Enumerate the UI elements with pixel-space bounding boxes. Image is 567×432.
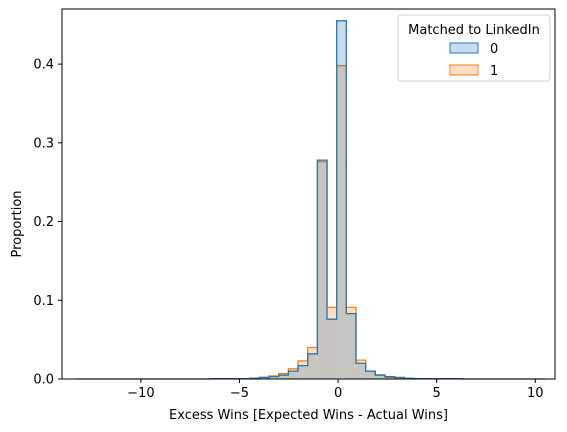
histogram-bar-s1-4 (278, 373, 289, 379)
histogram-bar-s1-2 (259, 377, 270, 379)
histogram-bar-s0-13 (356, 363, 366, 379)
histogram-bar-s1-15 (385, 377, 395, 379)
y-tick-label-4: 0.4 (33, 58, 54, 73)
legend-entry-0: 0 (490, 42, 498, 57)
histogram-bar-s0-11 (336, 20, 347, 380)
x-tick-label-4: 10 (527, 386, 544, 401)
histogram-bar-s1-5 (288, 368, 299, 379)
y-tick-label-2: 0.2 (33, 215, 54, 230)
histogram-bar-s0-14 (365, 371, 376, 379)
y-tick-label-3: 0.3 (33, 136, 54, 151)
plot-area (75, 20, 546, 380)
y-axis-label: Proportion (10, 190, 25, 257)
histogram-bar-s1-8 (317, 161, 328, 379)
histogram-bar-s1-12 (356, 360, 366, 379)
histogram-bar-s0-17 (394, 377, 405, 379)
histogram-bar-s0-16 (385, 376, 395, 379)
histogram-bar-s1-9 (327, 307, 337, 379)
histogram-bar-s1-7 (307, 347, 318, 379)
y-tick-label-0: 0.0 (33, 373, 54, 388)
histogram-bar-s1-13 (365, 371, 376, 379)
legend-entry-1: 1 (490, 64, 498, 79)
histogram-bar-s1-3 (269, 375, 279, 379)
histogram-bar-s0-9 (317, 160, 328, 379)
histogram-bar-s0-12 (346, 313, 357, 379)
histogram-bar-s0-5 (278, 375, 289, 379)
legend: Matched to LinkedIn 0 1 (397, 14, 551, 82)
x-tick-label-2: 0 (334, 386, 342, 401)
x-tick-label-3: 5 (433, 386, 441, 401)
histogram-bar-s0-10 (327, 319, 337, 379)
x-tick-label-1: −5 (230, 386, 249, 401)
histogram-bar-s0-3 (259, 377, 270, 379)
histogram-bar-s0-15 (375, 375, 386, 379)
histogram-bar-s1-11 (346, 307, 357, 379)
histogram-bar-s1-6 (298, 360, 308, 379)
histogram-bar-s0-8 (307, 353, 318, 379)
histogram-bar-s0-4 (269, 376, 279, 379)
x-tick-label-0: −10 (127, 386, 154, 401)
y-axis: 0.0 0.1 0.2 0.3 0.4 (33, 58, 62, 388)
histogram-bar-s1-14 (375, 375, 386, 379)
histogram-bar-s0-7 (298, 365, 308, 379)
x-axis-label: Excess Wins [Expected Wins - Actual Wins… (169, 408, 448, 423)
legend-swatch-1 (449, 64, 479, 76)
legend-frame (397, 14, 551, 82)
y-tick-label-1: 0.1 (33, 294, 54, 309)
legend-swatch-0 (449, 42, 479, 54)
histogram-outline-s0 (75, 20, 546, 380)
histogram-bar-s1-10 (336, 65, 347, 380)
x-axis: −10 −5 0 5 10 (127, 379, 544, 401)
plot-frame (61, 8, 556, 380)
legend-title: Matched to LinkedIn (408, 23, 540, 38)
histogram-bar-s0-6 (288, 371, 299, 379)
